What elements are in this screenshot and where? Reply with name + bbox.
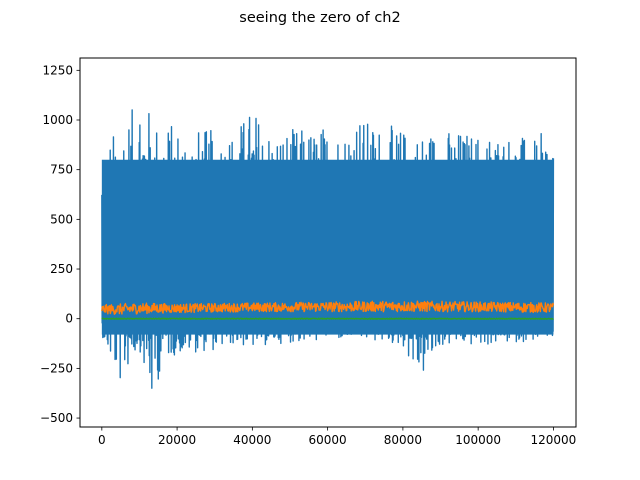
series-line-3 [101, 317, 554, 320]
y-tick-label: −500 [40, 411, 73, 425]
x-tick-label: 40000 [233, 433, 271, 447]
x-tick-label: 120000 [531, 433, 577, 447]
y-tick-label: 1000 [42, 113, 73, 127]
x-tick-label: 20000 [158, 433, 196, 447]
x-tick-label: 60000 [309, 433, 347, 447]
y-tick-label: 500 [50, 212, 73, 226]
series-line-2 [101, 300, 555, 315]
y-tick-label: 0 [65, 312, 73, 326]
x-tick-label: 80000 [384, 433, 422, 447]
y-tick-label: 1250 [42, 63, 73, 77]
x-tick-label: 0 [98, 433, 106, 447]
y-tick-label: 250 [50, 262, 73, 276]
chart-title: seeing the zero of ch2 [239, 10, 400, 26]
x-tick-label: 100000 [455, 433, 501, 447]
y-tick-label: 750 [50, 163, 73, 177]
y-tick-label: −250 [40, 361, 73, 375]
